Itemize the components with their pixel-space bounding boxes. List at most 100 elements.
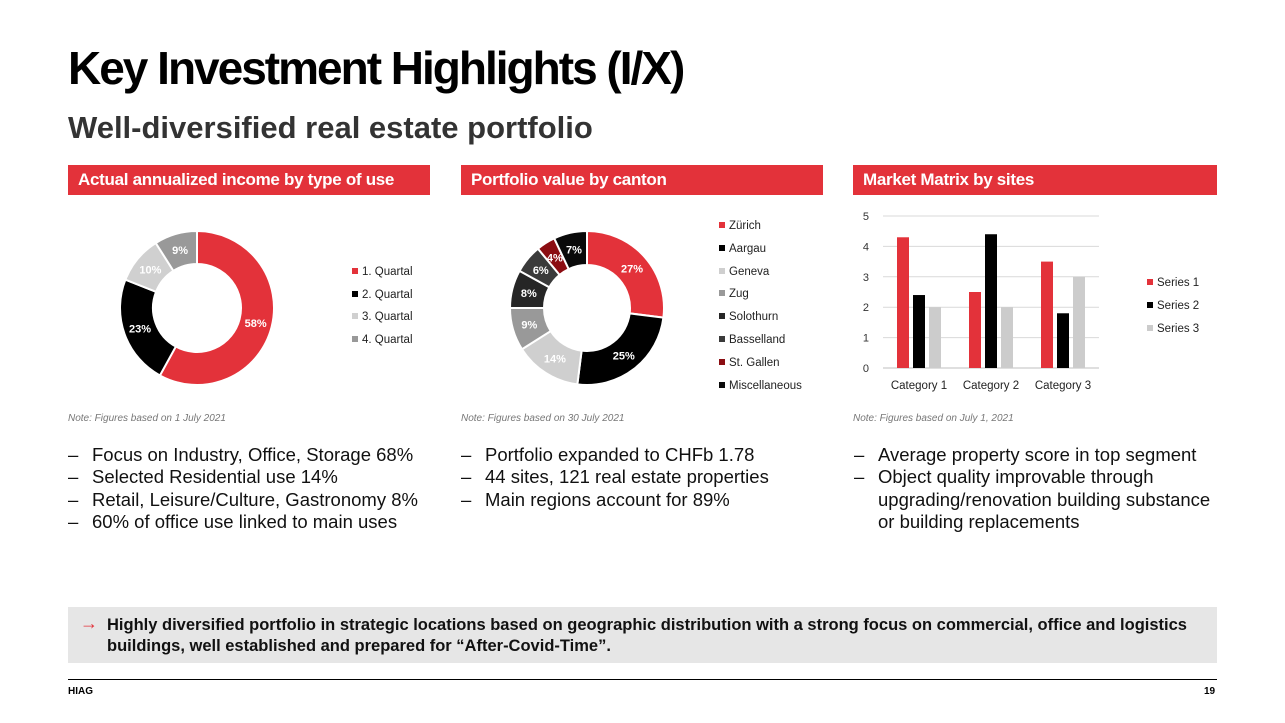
y-tick-label: 5 [863, 211, 869, 223]
income-legend-item: 1. Quartal [352, 266, 413, 278]
legend-swatch [719, 244, 725, 251]
page-number: 19 [1204, 686, 1216, 697]
income-legend: 1. Quartal 2. Quartal 3. Quartal 4. Quartal [352, 266, 452, 366]
bullet-item: Average property score in top segment [854, 444, 1214, 467]
note-matrix: Note: Figures based on July 1, 2021 [853, 413, 1014, 424]
income-legend-item: 4. Quartal [352, 334, 413, 346]
legend-label: Series 3 [1157, 323, 1200, 335]
legend-swatch [352, 268, 358, 274]
canton-data-label: 4% [547, 252, 563, 264]
y-tick-label: 1 [863, 333, 869, 345]
legend-label: Geneva [729, 265, 770, 278]
canton-data-label: 6% [533, 265, 549, 277]
income-legend-item: 3. Quartal [352, 311, 413, 323]
bullet-item: Object quality improvable through upgrad… [854, 466, 1214, 533]
legend-label: St. Gallen [729, 356, 780, 369]
legend-label: 3. Quartal [362, 311, 413, 324]
bar-series-3 [1001, 307, 1013, 368]
bar-series-1 [897, 237, 909, 368]
bullets-matrix: Average property score in top segment Ob… [854, 444, 1214, 534]
income-slice [154, 229, 198, 273]
legend-label: Basselland [729, 334, 786, 346]
legend-swatch [719, 381, 725, 388]
canton-data-label: 7% [566, 244, 582, 256]
bullets-canton: Portfolio expanded to CHFb 1.78 44 sites… [461, 444, 831, 512]
section-heading-canton: Portfolio value by canton [461, 165, 823, 195]
bar-series-2 [1057, 313, 1069, 368]
matrix-legend-item: Series 2 [1147, 300, 1199, 312]
footer-company: HIAG [68, 686, 93, 697]
legend-swatch [719, 313, 725, 320]
legend-swatch [719, 267, 725, 274]
legend-swatch [352, 290, 358, 297]
bullet-item: Focus on Industry, Office, Storage 68% [68, 444, 438, 467]
bullet-item: Portfolio expanded to CHFb 1.78 [461, 444, 831, 467]
legend-swatch [352, 313, 358, 320]
bar-series-1 [1041, 261, 1053, 368]
legend-label: 2. Quartal [362, 288, 413, 301]
market-matrix-bar-chart: 0 1 2 3 4 5 Category 1 Category 2 Category 3 [863, 211, 1099, 392]
bullets-income: Focus on Industry, Office, Storage 68% S… [68, 444, 438, 534]
bullet-item: Main regions account for 89% [461, 489, 831, 512]
legend-swatch [1147, 302, 1153, 308]
legend-swatch [719, 358, 725, 365]
bar-series-2 [913, 295, 925, 368]
canton-legend-item: Zug [719, 288, 749, 300]
income-data-label: 9% [172, 245, 188, 257]
x-tick-label: Category 2 [963, 380, 1019, 392]
income-slice [158, 229, 275, 386]
legend-label: 4. Quartal [362, 334, 413, 347]
canton-legend-item: Basselland [719, 334, 785, 346]
bar-series-2 [985, 234, 997, 368]
bar-series-3 [1073, 276, 1085, 368]
legend-swatch [719, 222, 725, 228]
canton-slice [552, 229, 588, 271]
legend-label: Series 1 [1157, 277, 1200, 289]
legend-label: Miscellaneous [729, 379, 802, 392]
matrix-legend: Series 1 Series 2 Series 3 [1147, 277, 1217, 347]
legend-label: Solothurn [729, 311, 779, 324]
arrow-right-icon: → [80, 613, 98, 633]
income-data-label: 58% [245, 318, 267, 330]
footer-divider [68, 679, 1217, 680]
bullet-item: 44 sites, 121 real estate properties [461, 466, 831, 489]
canton-legend-item: Solothurn [719, 311, 778, 323]
legend-swatch [1147, 325, 1153, 331]
matrix-legend-item: Series 3 [1147, 323, 1199, 335]
x-tick-label: Category 1 [891, 380, 947, 392]
callout-text: Highly diversified portfolio in strategi… [107, 616, 1187, 655]
income-doughnut-chart: 58% 23% 10% 9% [120, 229, 275, 386]
canton-legend-item: Miscellaneous [719, 380, 802, 392]
canton-data-label: 8% [521, 288, 537, 300]
note-income: Note: Figures based on 1 July 2021 [68, 413, 226, 424]
income-data-label: 23% [129, 323, 151, 335]
legend-label: Zug [729, 288, 749, 301]
y-tick-label: 2 [863, 302, 869, 314]
legend-swatch [719, 336, 725, 342]
legend-label: Series 2 [1157, 300, 1200, 312]
bar-series-3 [929, 307, 941, 368]
legend-swatch [719, 290, 725, 297]
page-title: Key Investment Highlights (I/X) [68, 42, 685, 94]
canton-legend-item: St. Gallen [719, 357, 780, 369]
canton-data-label: 14% [544, 354, 566, 366]
income-legend-item: 2. Quartal [352, 289, 413, 301]
canton-legend-item: Geneva [719, 266, 769, 278]
bullet-item: Retail, Leisure/Culture, Gastronomy 8% [68, 489, 438, 512]
canton-doughnut-chart: 27% 25% 14% 9% 8% 6%4%7% [508, 229, 665, 386]
section-heading-income: Actual annualized income by type of use [68, 165, 430, 195]
canton-data-label: 25% [613, 350, 635, 362]
x-tick-label: Category 3 [1035, 380, 1091, 392]
bullet-item: 60% of office use linked to main uses [68, 511, 438, 534]
canton-legend-item: Zürich [719, 220, 761, 232]
legend-label: Aargau [729, 242, 767, 255]
legend-swatch [352, 336, 358, 343]
canton-data-label: 9% [521, 320, 537, 332]
y-tick-label: 4 [863, 241, 869, 253]
y-tick-label: 0 [863, 363, 869, 375]
legend-label: 1. Quartal [362, 266, 413, 278]
legend-label: Zürich [729, 220, 761, 232]
summary-callout: → Highly diversified portfolio in strate… [68, 607, 1217, 663]
section-heading-matrix: Market Matrix by sites [853, 165, 1217, 195]
legend-swatch [1147, 279, 1153, 285]
